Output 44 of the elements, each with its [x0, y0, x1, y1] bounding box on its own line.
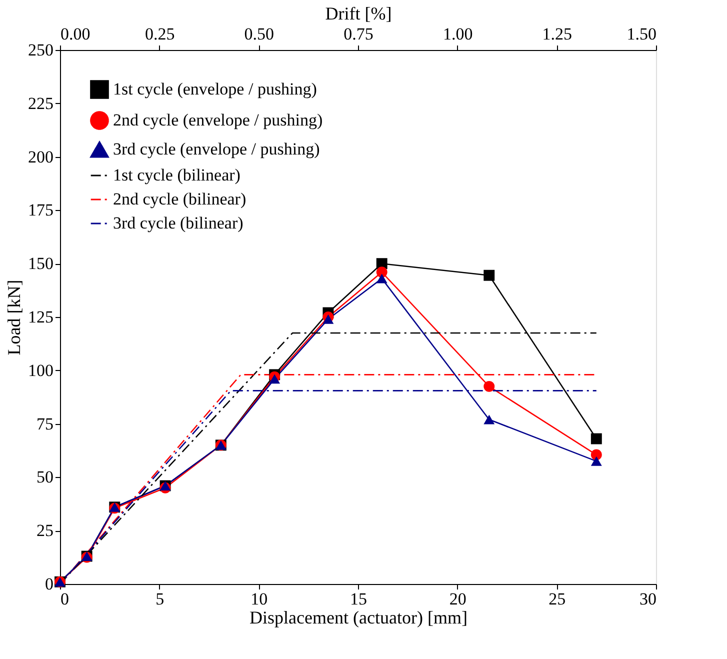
x-axis-title: Displacement (actuator) [mm]	[250, 608, 468, 628]
y-tick-label: 25	[36, 521, 54, 540]
y-tick-label: 75	[36, 414, 54, 434]
x2-tick-label: 0.25	[144, 24, 175, 44]
point	[590, 456, 602, 466]
point	[322, 314, 334, 324]
x-tick-label: 20	[449, 590, 466, 608]
y-tick-label: 150	[28, 254, 54, 274]
legend-label: 2nd cycle (bilinear)	[113, 190, 246, 208]
y-tick-label: 50	[36, 468, 54, 487]
x2-tick-label: 1.50	[626, 24, 656, 44]
x2-tick-label: 0.00	[60, 24, 90, 44]
y-tick-label: 250	[28, 40, 54, 60]
x-tick-label: 0	[60, 590, 69, 608]
x-tick-label: 5	[156, 590, 164, 608]
x-tick-label: 15	[350, 590, 367, 608]
x2-axis-title: Drift [%]	[325, 4, 392, 24]
x2-tick-label: 0.75	[344, 24, 374, 44]
point	[590, 433, 602, 444]
y-axis-title: Load [kN]	[4, 280, 24, 356]
y-tick-label: 225	[28, 94, 54, 113]
x-tick-label: 30	[640, 590, 656, 608]
legend-label: 1st cycle (bilinear)	[113, 166, 240, 184]
point	[269, 374, 280, 384]
x2-tick-label: 0.50	[244, 24, 274, 44]
y-tick-label: 125	[28, 308, 54, 326]
point	[484, 270, 495, 281]
legend-label: 3rd cycle (bilinear)	[113, 214, 244, 232]
legend-label: 2nd cycle (envelope / pushing)	[113, 110, 323, 130]
y-tick-label: 0	[45, 574, 54, 594]
legend-label: 3rd cycle (envelope / pushing)	[113, 140, 320, 158]
y-tick-label: 200	[28, 147, 54, 166]
legend-label: 1st cycle (envelope / pushing)	[113, 80, 317, 98]
point	[484, 414, 495, 424]
x-tick-label: 25	[548, 590, 566, 608]
y-tick-label: 100	[28, 360, 54, 380]
point	[590, 449, 602, 460]
y-tick-label: 175	[28, 200, 54, 220]
point	[484, 380, 495, 392]
point	[376, 274, 388, 284]
x-tick-label: 10	[250, 590, 268, 608]
x2-tick-label: 1.00	[442, 24, 473, 44]
x2-tick-label: 1.25	[542, 24, 572, 44]
point	[376, 266, 388, 278]
